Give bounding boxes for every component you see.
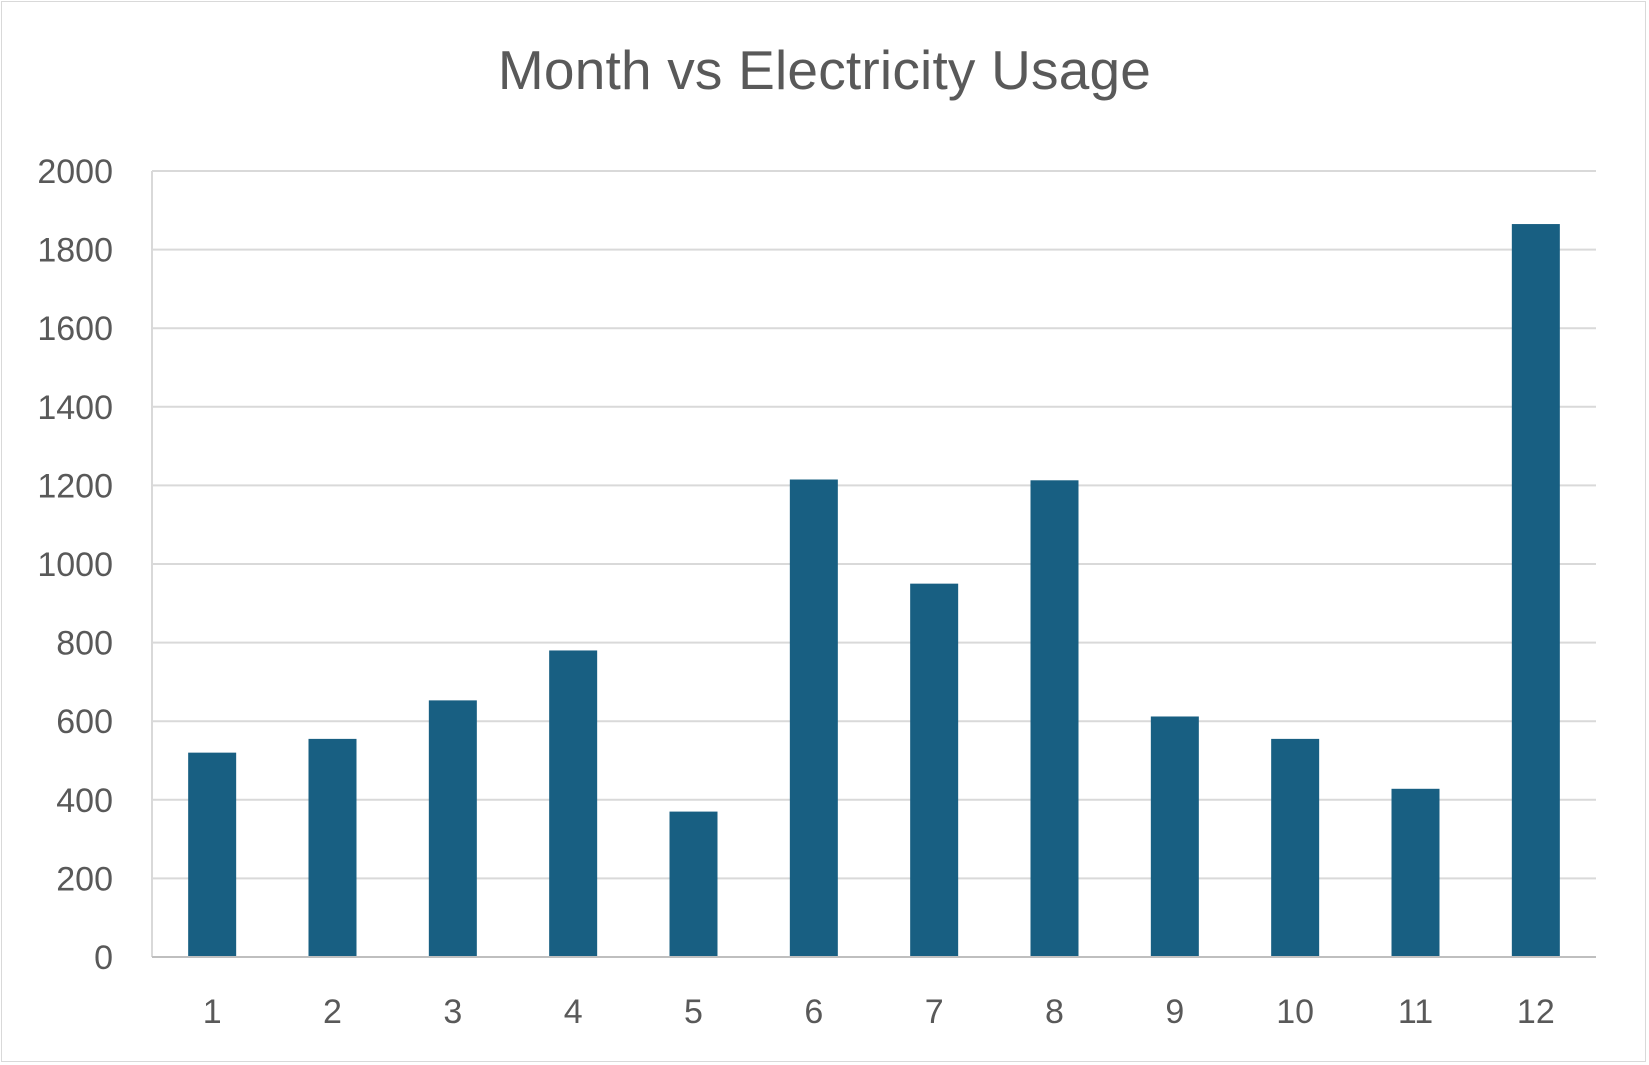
- x-tick-label: 3: [443, 993, 462, 1031]
- y-tick-label: 1200: [37, 467, 113, 505]
- x-tick-label: 5: [684, 993, 703, 1031]
- y-tick-label: 600: [56, 703, 113, 741]
- bar-month-3: [428, 700, 477, 957]
- y-tick-label: 200: [56, 860, 113, 898]
- bars: [188, 224, 1560, 957]
- chart-title: Month vs Electricity Usage: [497, 39, 1152, 101]
- y-tick-label: 1000: [37, 546, 113, 584]
- x-tick-labels: 1 2 3 4 5 6 7 8 9 10 11 12: [203, 993, 1555, 1031]
- x-tick-label: 11: [1398, 993, 1433, 1031]
- y-tick-label: 1800: [37, 232, 113, 270]
- bar-month-1: [188, 752, 237, 957]
- bar-month-9: [1150, 716, 1199, 957]
- x-tick-label: 10: [1276, 993, 1314, 1031]
- x-tick-label: 9: [1165, 993, 1184, 1031]
- y-tick-label: 400: [56, 782, 113, 820]
- bar-month-5: [669, 811, 718, 957]
- x-tick-label: 8: [1045, 993, 1064, 1031]
- x-tick-label: 1: [203, 993, 222, 1031]
- y-tick-labels: 0 200 400 600 800 1000 1200 1400 1600 1800 2000: [37, 153, 113, 977]
- bar-month-7: [910, 583, 959, 957]
- x-tick-label: 2: [323, 993, 342, 1031]
- bar-month-4: [549, 650, 598, 957]
- bar-month-11: [1391, 788, 1440, 957]
- y-tick-label: 0: [94, 939, 113, 977]
- y-tick-label: 2000: [37, 153, 113, 191]
- y-tick-label: 1400: [37, 389, 113, 427]
- y-tick-label: 1600: [37, 310, 113, 348]
- bar-month-2: [308, 738, 357, 957]
- gridlines: [152, 170, 1596, 880]
- x-tick-label: 6: [804, 993, 823, 1031]
- x-tick-label: 7: [925, 993, 944, 1031]
- bar-month-8: [1030, 480, 1079, 957]
- x-tick-label: 12: [1517, 993, 1555, 1031]
- bar-month-10: [1271, 738, 1320, 957]
- axes: [151, 171, 1596, 958]
- bar-month-6: [789, 479, 838, 957]
- bar-month-12: [1511, 224, 1560, 957]
- x-tick-label: 4: [564, 993, 583, 1031]
- y-tick-label: 800: [56, 625, 113, 663]
